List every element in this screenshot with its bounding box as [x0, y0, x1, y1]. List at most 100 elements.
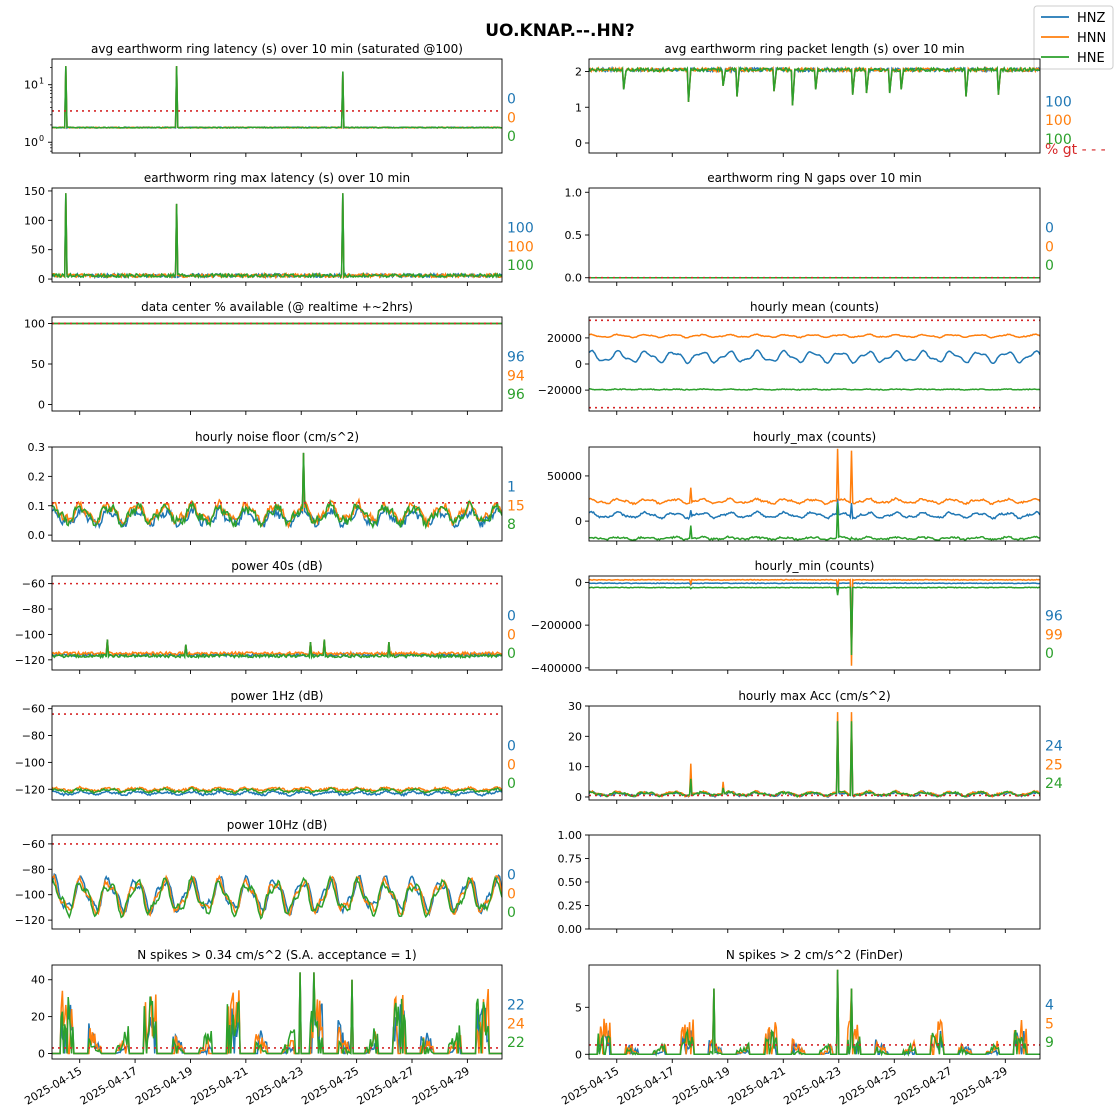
plot-area [52, 843, 502, 921]
percent-hnz: 100 [1045, 94, 1072, 110]
panel-p1: avg earthworm ring packet length (s) ove… [575, 42, 1106, 158]
y-tick-label: 0 [38, 273, 45, 286]
plot-area [52, 452, 502, 530]
percent-hnn: 0 [507, 757, 516, 773]
series-line-hnn [52, 639, 502, 657]
panel-title: N spikes > 0.34 cm/s^2 (S.A. acceptance … [137, 948, 416, 962]
panel-p5: hourly mean (counts) −20000 0 20000 [538, 300, 1041, 415]
percent-hnn: 100 [1045, 113, 1072, 129]
plot-area [589, 712, 1040, 799]
y-tick-label: −60 [22, 578, 45, 591]
percent-hne: 8 [507, 517, 516, 533]
axes-frame [588, 705, 1041, 801]
y-tick-label: 0.2 [28, 470, 46, 483]
series-line-hnz [589, 349, 1040, 365]
y-tick-label: −80 [22, 730, 45, 743]
x-tick-label: 2025-04-27 [355, 1064, 417, 1107]
axes-frame [51, 187, 503, 283]
percent-hnz: 24 [1045, 738, 1063, 754]
y-tick-label: 10 [568, 761, 582, 774]
axes-frame [51, 58, 503, 154]
percent-hnn: 0 [1045, 239, 1054, 255]
y-tick-label: 0 [38, 1047, 45, 1060]
y-tick-label: 0.50 [558, 876, 583, 889]
series-line-hnz [589, 582, 1040, 653]
y-tick-label: 1.0 [565, 186, 583, 199]
percent-hnz: 0 [1045, 220, 1054, 236]
percent-hnz: 22 [507, 997, 525, 1013]
y-tick-label: 0.75 [558, 853, 583, 866]
series-line-hnn [589, 578, 1040, 666]
y-tick-label: 100 [24, 134, 44, 149]
y-tick-label: 50 [31, 358, 45, 371]
y-tick-label: 100 [24, 214, 45, 227]
y-tick-label: 0.0 [565, 272, 583, 285]
percent-hnn: 15 [507, 498, 525, 514]
panel-p12: power 10Hz (dB) −120 −100 −80 −60 0 0 0 [15, 818, 516, 933]
y-tick-label: −60 [22, 838, 45, 851]
panel-p6: hourly noise floor (cm/s^2) 0.0 0.1 0.2 0.3 1… [28, 430, 525, 545]
panel-title: earthworm ring N gaps over 10 min [707, 171, 921, 185]
axes-frame [588, 58, 1041, 154]
percent-hne: 100 [1045, 132, 1072, 148]
percent-hne: 24 [1045, 776, 1063, 792]
percent-hnz: 4 [1045, 997, 1054, 1013]
series-line-hne [52, 639, 502, 660]
y-tick-label: 20 [31, 1011, 45, 1024]
percent-hnn: 5 [1045, 1016, 1054, 1032]
panel-title: hourly_min (counts) [755, 559, 875, 573]
percent-hnz: 0 [507, 867, 516, 883]
y-tick-label: 0.25 [558, 900, 583, 913]
y-tick-label: 0 [575, 1048, 582, 1061]
panel-p10: power 1Hz (dB) −120 −100 −80 −60 0 0 0 [15, 689, 516, 804]
panel-p7: hourly_max (counts) 0 50000 [547, 430, 1041, 545]
panel-title: N spikes > 2 cm/s^2 (FinDer) [726, 948, 903, 962]
panel-title: avg earthworm ring latency (s) over 10 m… [91, 42, 463, 56]
x-tick-label: 2025-04-25 [299, 1064, 361, 1107]
y-tick-label: −200000 [531, 619, 582, 632]
percent-hne: 0 [507, 646, 516, 662]
series-line-hnz [589, 969, 1040, 1057]
y-tick-label: −20000 [538, 384, 582, 397]
y-tick-label: 0.1 [28, 500, 46, 513]
x-tick-label: 2025-04-29 [948, 1064, 1010, 1107]
legend-label-hne: HNE [1077, 51, 1105, 66]
y-tick-label: −120 [15, 654, 45, 667]
series-line-hnn [589, 712, 1040, 798]
percent-hne: 22 [507, 1035, 525, 1051]
y-tick-label: 0.00 [558, 923, 583, 936]
plot-area [52, 972, 502, 1056]
panel-title: power 40s (dB) [231, 559, 322, 573]
percent-hnn: 0 [507, 627, 516, 643]
x-tick-label: 2025-04-19 [670, 1064, 732, 1107]
series-line-hne [589, 721, 1040, 799]
x-tick-label: 2025-04-15 [559, 1064, 621, 1107]
y-tick-label: 0 [575, 576, 582, 589]
x-tick-label: 2025-04-27 [892, 1064, 954, 1107]
series-line-hnn [589, 448, 1040, 506]
axes-frame [51, 446, 503, 542]
panel-p15: N spikes > 2 cm/s^2 (FinDer) 0 5 2025-04-15… [559, 948, 1054, 1108]
plot-area [589, 448, 1040, 541]
series-line-hne [589, 502, 1040, 541]
percent-hnn: 100 [507, 239, 534, 255]
panel-p11: hourly max Acc (cm/s^2) 0 10 20 30 24 25 24 [568, 689, 1063, 804]
percent-hnz: 0 [507, 608, 516, 624]
percent-hnz: 96 [1045, 608, 1063, 624]
plot-area [589, 969, 1040, 1057]
y-tick-label: 30 [568, 700, 582, 713]
y-tick-label: 1.00 [558, 829, 583, 842]
y-tick-label: −100 [15, 889, 45, 902]
plot-area [52, 193, 502, 280]
panel-title: earthworm ring max latency (s) over 10 m… [144, 171, 410, 185]
panel-p2: earthworm ring max latency (s) over 10 m… [24, 171, 534, 286]
percent-hnn: 0 [507, 110, 516, 126]
plot-area [589, 578, 1040, 666]
percent-hnz: 96 [507, 349, 525, 365]
y-tick-label: −80 [22, 603, 45, 616]
axes-frame [588, 187, 1041, 283]
panel-p9: hourly_min (counts) −400000 −200000 0 96 99 0 [531, 559, 1063, 675]
percent-hne: 0 [1045, 646, 1054, 662]
panel-title: avg earthworm ring packet length (s) ove… [664, 42, 964, 56]
